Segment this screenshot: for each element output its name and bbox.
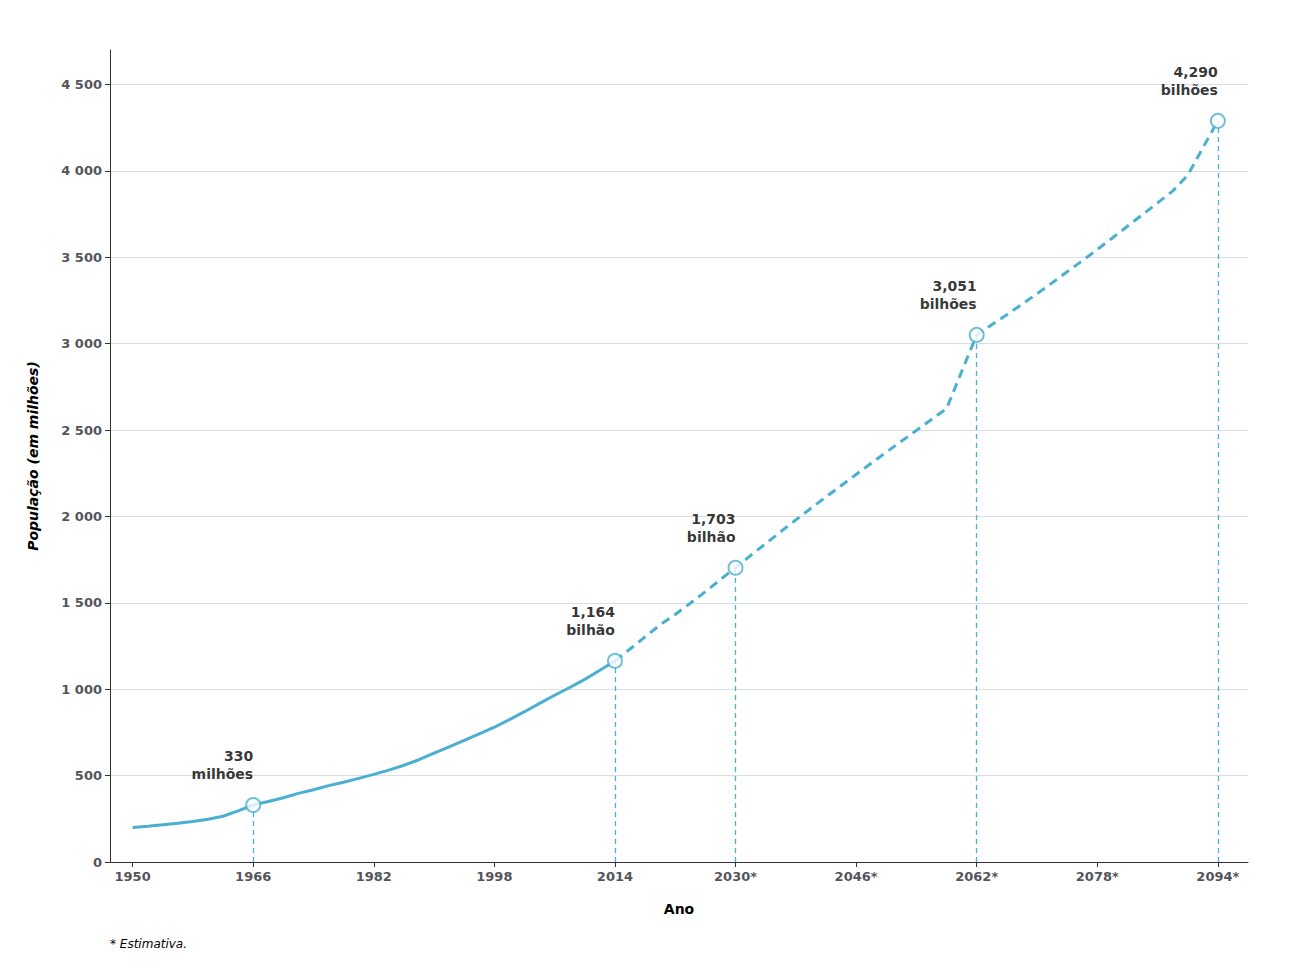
svg-text:2078*: 2078* <box>1076 869 1119 884</box>
svg-text:População (em milhões): População (em milhões) <box>25 361 41 551</box>
svg-text:1 000: 1 000 <box>61 682 102 697</box>
svg-text:1982: 1982 <box>356 869 392 884</box>
svg-text:500: 500 <box>75 768 102 783</box>
svg-text:bilhões: bilhões <box>1161 82 1218 98</box>
svg-text:2 500: 2 500 <box>61 423 102 438</box>
svg-text:4 000: 4 000 <box>61 163 102 178</box>
svg-text:3,051: 3,051 <box>932 278 976 294</box>
svg-text:330: 330 <box>224 748 253 764</box>
svg-text:2 000: 2 000 <box>61 509 102 524</box>
svg-text:0: 0 <box>93 855 102 870</box>
svg-text:1,703: 1,703 <box>691 511 735 527</box>
svg-text:bilhão: bilhão <box>687 529 736 545</box>
svg-text:4,290: 4,290 <box>1174 64 1219 80</box>
svg-text:Ano: Ano <box>664 901 695 917</box>
svg-text:milhões: milhões <box>192 766 254 782</box>
svg-text:bilhão: bilhão <box>566 622 615 638</box>
svg-text:1 500: 1 500 <box>61 595 102 610</box>
svg-text:2030*: 2030* <box>714 869 757 884</box>
svg-text:1,164: 1,164 <box>571 604 616 620</box>
svg-text:1966: 1966 <box>235 869 271 884</box>
svg-text:bilhões: bilhões <box>920 296 977 312</box>
svg-text:2046*: 2046* <box>835 869 878 884</box>
svg-text:2014: 2014 <box>597 869 633 884</box>
svg-text:2094*: 2094* <box>1196 869 1239 884</box>
svg-text:1998: 1998 <box>476 869 512 884</box>
svg-text:3 000: 3 000 <box>61 336 102 351</box>
svg-text:* Estimativa.: * Estimativa. <box>110 937 187 951</box>
svg-text:3 500: 3 500 <box>61 250 102 265</box>
svg-text:1950: 1950 <box>115 869 151 884</box>
svg-text:2062*: 2062* <box>955 869 998 884</box>
svg-text:4 500: 4 500 <box>61 77 102 92</box>
